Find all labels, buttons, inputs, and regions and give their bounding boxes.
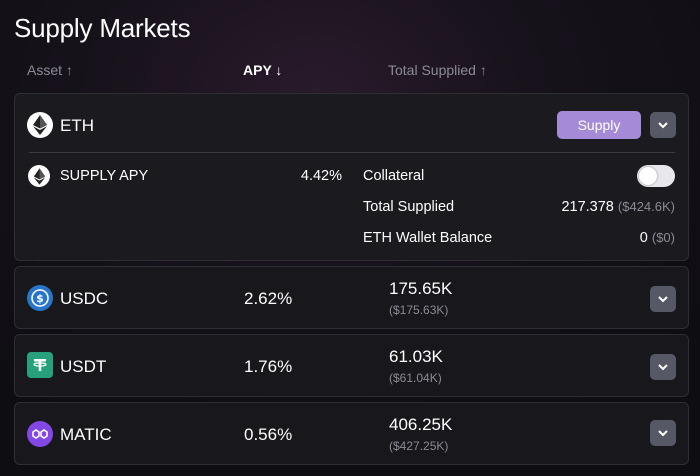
asset-name: USDC bbox=[60, 289, 109, 308]
expand-button[interactable] bbox=[650, 420, 676, 446]
matic-icon bbox=[27, 421, 53, 447]
expand-button[interactable] bbox=[650, 286, 676, 312]
column-header-asset[interactable]: Asset ↑ bbox=[27, 62, 73, 78]
svg-text:$: $ bbox=[36, 292, 44, 305]
chevron-down-icon bbox=[658, 364, 668, 371]
wallet-balance-value: 0 ($0) bbox=[495, 230, 675, 246]
total-supplied: 61.03K bbox=[389, 347, 443, 366]
toggle-knob bbox=[639, 167, 657, 185]
market-row-matic[interactable]: MATIC 0.56% 406.25K ($427.25K) bbox=[14, 402, 689, 465]
page-title: Supply Markets bbox=[14, 13, 191, 43]
usdt-icon bbox=[27, 352, 53, 378]
total-supplied: 406.25K bbox=[389, 415, 453, 434]
chevron-down-icon bbox=[658, 122, 668, 129]
asset-name: MATIC bbox=[60, 425, 112, 444]
wallet-balance-label: ETH Wallet Balance bbox=[363, 230, 493, 246]
collapse-button[interactable] bbox=[650, 112, 676, 138]
apy-value: 1.76% bbox=[244, 357, 293, 376]
total-supplied-value: 217.378 ($424.6K) bbox=[495, 199, 675, 215]
total-supplied-amount: 217.378 bbox=[561, 199, 614, 215]
total-supplied-label: Total Supplied bbox=[363, 199, 455, 215]
column-header-total-supplied[interactable]: Total Supplied ↑ bbox=[388, 62, 487, 78]
market-row-usdc[interactable]: $ USDC 2.62% 175.65K ($175.63K) bbox=[14, 266, 689, 329]
usdc-icon: $ bbox=[27, 285, 53, 311]
collateral-label: Collateral bbox=[363, 168, 425, 184]
eth-icon bbox=[27, 112, 53, 138]
market-row-usdt[interactable]: USDT 1.76% 61.03K ($61.04K) bbox=[14, 334, 689, 397]
apy-value: 0.56% bbox=[244, 425, 293, 444]
apy-value: 2.62% bbox=[244, 289, 293, 308]
supply-apy-label: SUPPLY APY bbox=[60, 168, 149, 184]
divider bbox=[29, 152, 675, 153]
chevron-down-icon bbox=[658, 296, 668, 303]
collateral-toggle[interactable] bbox=[637, 165, 675, 187]
wallet-balance-amount: 0 bbox=[639, 230, 648, 246]
total-supplied-usd: ($427.25K) bbox=[389, 439, 449, 453]
asset-name: ETH bbox=[60, 116, 94, 135]
total-supplied: 175.65K bbox=[389, 279, 453, 298]
supply-apy-value: 4.42% bbox=[300, 168, 342, 184]
wallet-balance-usd: ($0) bbox=[651, 230, 675, 245]
expand-button[interactable] bbox=[650, 354, 676, 380]
total-supplied-usd: ($61.04K) bbox=[389, 371, 442, 385]
total-supplied-usd: ($175.63K) bbox=[389, 303, 449, 317]
asset-name: USDT bbox=[60, 357, 107, 376]
market-card-eth[interactable]: ETH Supply SUPPLY APY 4.42% Collateral T… bbox=[14, 93, 689, 261]
eth-icon bbox=[28, 165, 50, 187]
chevron-down-icon bbox=[658, 430, 668, 437]
total-supplied-usd: ($424.6K) bbox=[617, 199, 675, 214]
supply-button[interactable]: Supply bbox=[557, 111, 641, 139]
column-header-apy[interactable]: APY ↓ bbox=[243, 62, 283, 78]
